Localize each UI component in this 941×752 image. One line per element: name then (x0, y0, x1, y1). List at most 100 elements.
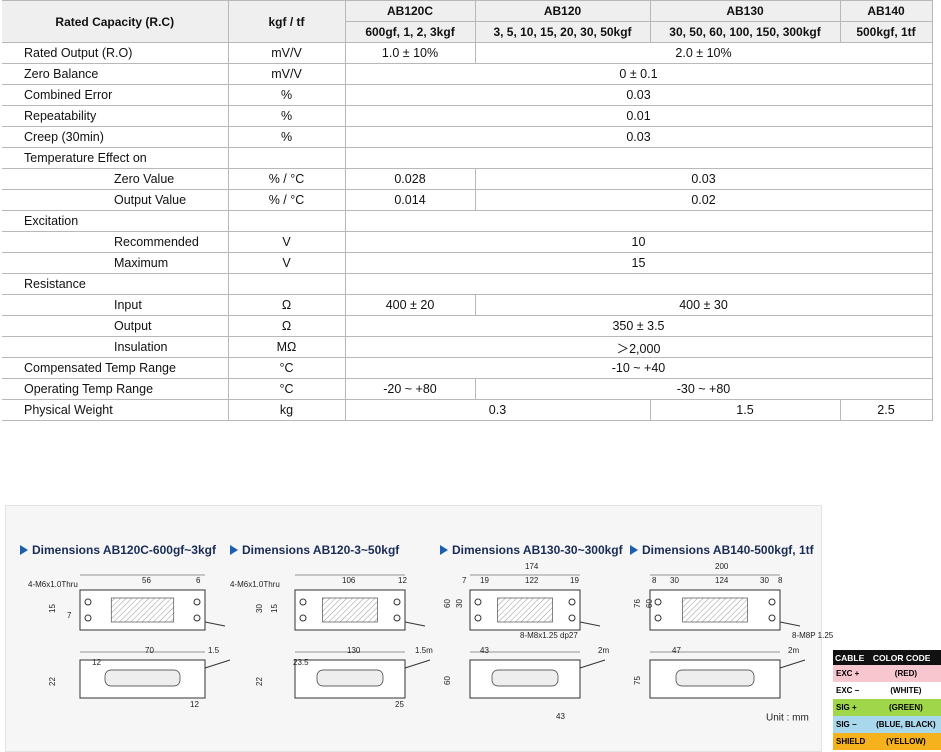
dimension-label: 200 (715, 562, 729, 571)
drawing-title: Dimensions AB140-500kgf, 1tf (642, 543, 815, 557)
model-name: AB120 (474, 0, 651, 22)
row-value: 1.5 (649, 399, 841, 421)
row-unit: mV/V (227, 63, 346, 85)
spec-row: Recommended V 10 (2, 231, 933, 253)
model-capacity: 600gf, 1, 2, 3kgf (345, 21, 476, 43)
row-value: 2.5 (839, 399, 933, 421)
row-value: -30 ~ +80 (474, 378, 933, 400)
hole (84, 598, 92, 606)
row-label: Repeatability (2, 105, 229, 127)
cable-row: SIG − (BLUE, BLACK) (833, 716, 941, 733)
hole (474, 598, 482, 606)
hole (654, 614, 662, 622)
row-unit: kg (227, 399, 346, 421)
dimension-label: 8 (652, 576, 657, 585)
dimension-label: 1.5 (208, 646, 220, 655)
row-value: 400 ± 30 (474, 294, 933, 316)
hole (193, 614, 201, 622)
cable-signal: SIG + (836, 703, 857, 712)
spec-row: Operating Temp Range °C -20 ~ +80 -30 ~ +80 (2, 378, 933, 400)
hole (768, 614, 776, 622)
strain-area (682, 597, 748, 623)
cable-color-code: CABLE COLOR CODE EXC + (RED) EXC − (WHITE) SIG… (833, 650, 941, 750)
cable-signal: EXC + (836, 669, 860, 678)
cable-line (779, 621, 801, 627)
title-marker (440, 545, 448, 555)
cable-line (404, 659, 431, 669)
dimension-label: 15 (270, 604, 279, 613)
dimension-label: 30 (455, 599, 464, 608)
side-cut (675, 669, 755, 687)
strain-area (322, 597, 378, 623)
drawing-title: Dimensions AB120-3~50kgf (242, 543, 400, 557)
dimension-label: 12 (190, 700, 199, 709)
header-cell: Rated Capacity (R.C) (2, 0, 229, 43)
dimension-label: 22 (48, 677, 57, 686)
cable-row: SHIELD (YELLOW) (833, 733, 941, 750)
cable-wire: (GREEN) (889, 703, 923, 712)
cable-title: COLOR CODE (870, 650, 941, 665)
cable-signal: EXC − (836, 686, 860, 695)
dimension-label: 8-M8x1.25 dp27 (520, 631, 578, 640)
spec-row: Compensated Temp Range °C -10 ~ +40 (2, 357, 933, 379)
hole (393, 598, 401, 606)
spec-row: Creep (30min)% 0.03 (2, 126, 933, 148)
dimension-label: 8 (778, 576, 783, 585)
dimension-label: 12 (398, 576, 407, 585)
row-unit: MΩ (227, 336, 346, 358)
dimension-label: 70 (145, 646, 154, 655)
unit-note: Unit : mm (766, 713, 809, 724)
cable-wire: (RED) (894, 669, 918, 678)
cable-row: EXC − (WHITE) (833, 682, 941, 699)
dimension-label: 30 (670, 576, 679, 585)
row-value: 10 (344, 231, 933, 253)
dimension-label: 8-M8P 1.25 (792, 631, 834, 640)
cable-line (579, 621, 601, 627)
row-value: 0.3 (344, 399, 651, 421)
model-name: AB130 (649, 0, 841, 22)
hole (768, 598, 776, 606)
dimension-label: 7 (462, 576, 467, 585)
dimension-label: 22 (255, 677, 264, 686)
cable-line (779, 659, 806, 669)
dimension-label: 75 (633, 676, 642, 685)
hole (193, 598, 201, 606)
drawing-title: Dimensions AB120C-600gf~3kgf (32, 543, 217, 557)
spec-row: Zero Balance mV/V 0 ± 0.1 (2, 63, 933, 85)
dimension-label: 19 (480, 576, 489, 585)
dimension-label: 25 (395, 700, 404, 709)
spec-row: Rated Output (R.O) mV/V 1.0 ± 10% 2.0 ± 10% (2, 42, 933, 64)
title-marker (630, 545, 638, 555)
hole (568, 614, 576, 622)
dimension-label: 4-M6x1.0Thru (28, 580, 78, 589)
model-capacity: 3, 5, 10, 15, 20, 30, 50kgf (474, 21, 651, 43)
side-cut (104, 669, 181, 687)
dimension-label: 43 (480, 646, 489, 655)
hole (84, 614, 92, 622)
dimension-label: 174 (525, 562, 539, 571)
hole (299, 614, 307, 622)
cable-wire: (WHITE) (890, 686, 922, 695)
row-label: Zero Balance (2, 63, 229, 85)
dimension-label: 47 (672, 646, 681, 655)
dimension-label: 56 (142, 576, 151, 585)
spec-row: Physical Weight kg 0.3 1.5 2.5 (2, 399, 933, 421)
dimension-label: 12 (92, 658, 101, 667)
cable-wire: (BLUE, BLACK) (876, 720, 936, 729)
dimension-label: 4-M6x1.0Thru (230, 580, 280, 589)
dimension-label: 2m (788, 646, 799, 655)
spec-row: Input Ω 400 ± 20 400 ± 30 (2, 294, 933, 316)
dimension-label: 15 (48, 604, 57, 613)
dimension-label: 60 (443, 599, 452, 608)
top-view (79, 589, 206, 631)
dimension-label: 124 (715, 576, 729, 585)
row-label: Combined Error (2, 84, 229, 106)
cable-title: CABLE (833, 650, 871, 665)
hole (474, 614, 482, 622)
model-name: AB140 (839, 0, 933, 22)
spec-row: Output Ω 350 ± 3.5 (2, 315, 933, 337)
cable-header: CABLE COLOR CODE (833, 650, 941, 665)
hole (393, 614, 401, 622)
hole (299, 598, 307, 606)
